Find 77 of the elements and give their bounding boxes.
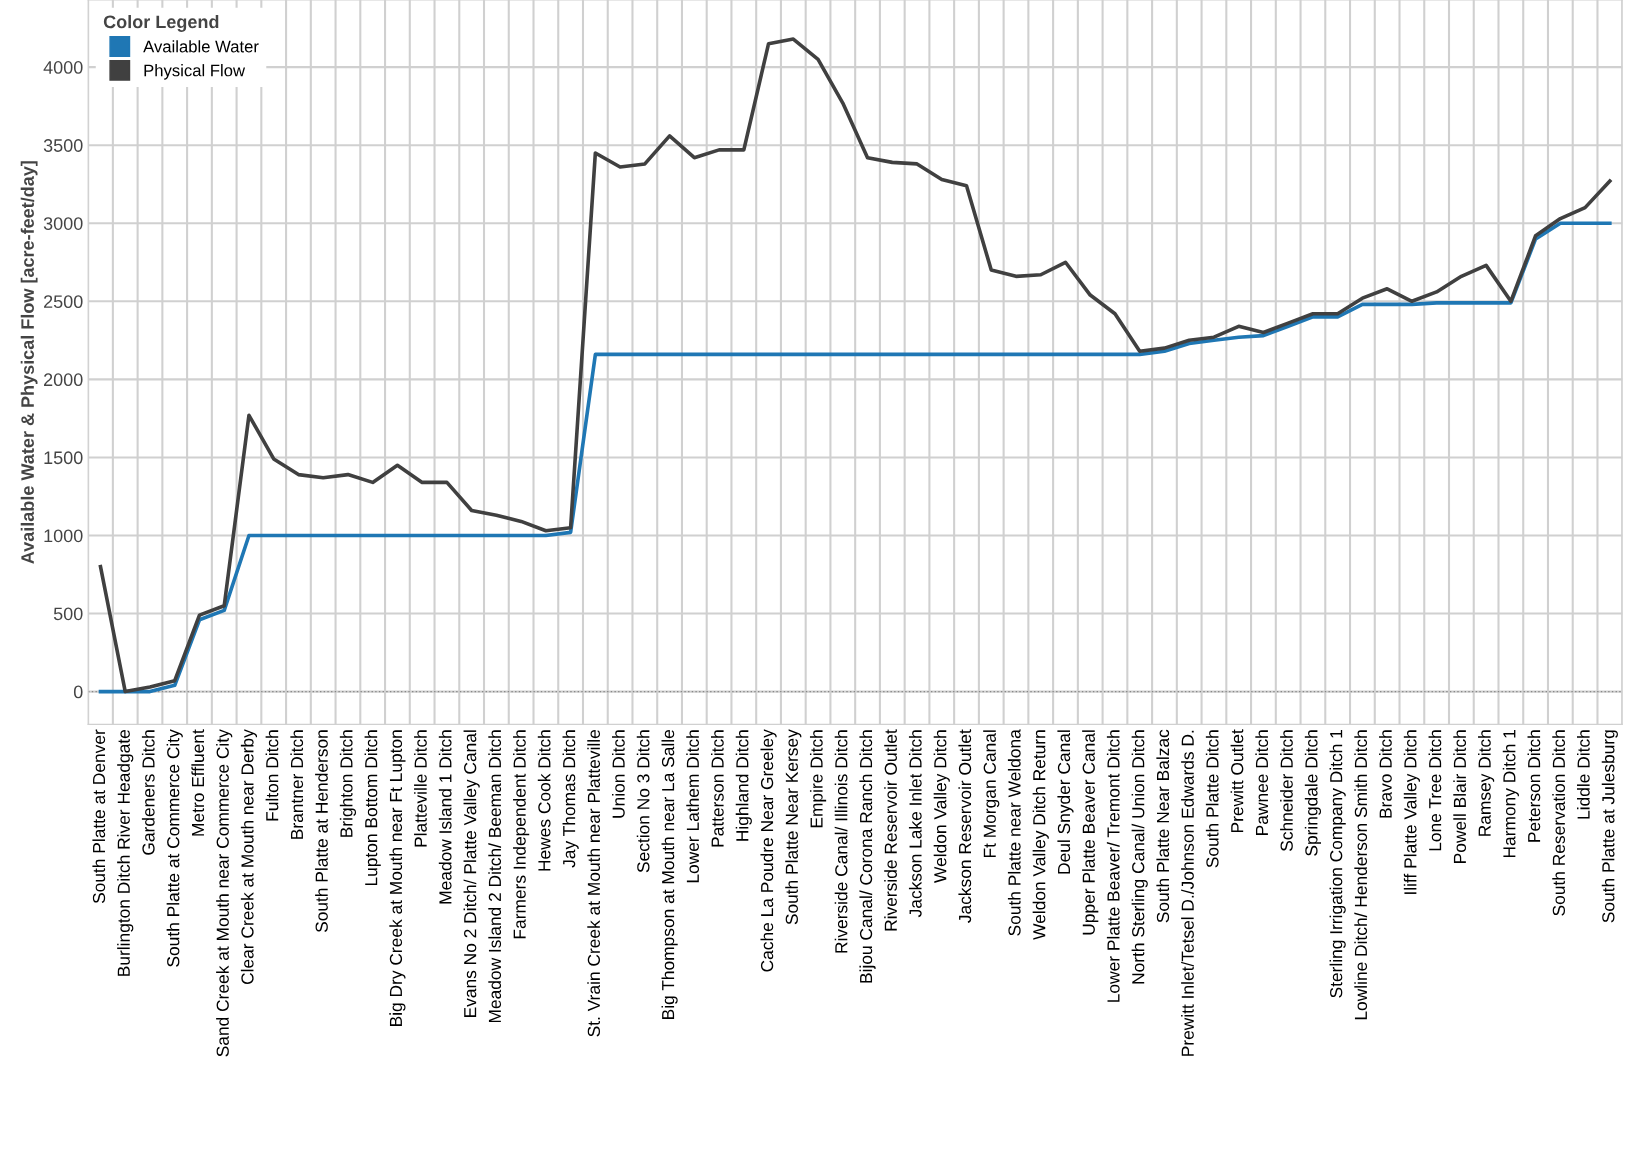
x-tick-label: Fulton Ditch (265, 730, 279, 821)
x-tick-label: Riverside Canal/ Illinois Ditch (834, 730, 848, 953)
x-tick-label: Lower Lathem Ditch (686, 730, 699, 883)
y-tick-label: 4000 (43, 61, 83, 74)
y-tick-label: 3000 (43, 217, 83, 230)
x-tick-label: South Platte Near Kersey (785, 729, 802, 925)
x-tick-label: South Platte at Julesburg (1601, 730, 1618, 923)
x-tick-label: Sand Creek at Mouth near Commerce City (216, 729, 233, 1057)
x-tick-label: South Platte at Denver (92, 729, 106, 904)
x-tick-label: Burlington Ditch River Headgate (117, 729, 134, 976)
x-tick-label: North Sterling Canal/ Union Ditch (1131, 730, 1148, 984)
y-tick-label: 0 (73, 685, 83, 699)
x-tick-label: Prewitt Outlet (1230, 729, 1244, 833)
x-tick-label: Meadow Island 2 Ditch/ Beeman Ditch (488, 730, 502, 1023)
x-tick-label: Highland Ditch (735, 730, 752, 841)
x-tick-label: Iliff Platte Valley Ditch (1403, 730, 1420, 894)
x-tick-label: South Reservation Ditch (1552, 730, 1566, 916)
x-tick-label: Lowline Ditch/ Henderson Smith Ditch (1354, 730, 1368, 1020)
x-tick-label: Cache La Poudre Near Greeley (760, 729, 777, 972)
x-tick-label: Meadow Island 1 Ditch (438, 730, 452, 904)
x-tick-label: Jackson Lake Inlet Ditch (908, 730, 922, 918)
y-tick-label: 500 (53, 607, 83, 621)
x-tick-label: Gardeners Ditch (141, 730, 155, 855)
line-series (98, 37, 1612, 694)
x-tick-label: Union Ditch (612, 730, 625, 818)
x-tick-label: Ft Morgan Canal (983, 730, 1000, 858)
x-tick-label: Farmers Independent Ditch (513, 730, 530, 939)
x-tick-label: Harmony Ditch 1 (1502, 730, 1519, 858)
x-tick-label: South Platte near Weldona (1007, 729, 1021, 936)
y-tick-label: 2500 (44, 295, 83, 309)
x-tick-label: South Platte at Henderson (315, 730, 328, 933)
line-series (98, 221, 1612, 694)
x-tick-label: Platteville Ditch (414, 730, 427, 847)
y-tick-label: 2000 (44, 373, 83, 387)
x-tick-label: Sterling Irrigation Company Ditch 1 (1329, 730, 1346, 998)
x-tick-label: South Platte at Commerce City (166, 729, 183, 967)
x-tick-label: Powell Blair Ditch (1453, 730, 1467, 863)
x-tick-label: Big Dry Creek at Mouth near Ft Lupton (389, 730, 406, 1026)
x-tick-label: Ramsey Ditch (1478, 730, 1495, 836)
x-tick-label: South Platte Ditch (1205, 730, 1219, 868)
x-tick-label: Prewitt Inlet/Tetsel D./Johnson Edwards D. (1181, 730, 1194, 1056)
x-tick-label: Upper Platte Beaver Canal (1082, 730, 1099, 935)
y-axis-title: Available Water & Physical Flow [acre-feet/day] (20, 161, 38, 564)
x-tick-label: Weldon Valley Ditch (933, 730, 950, 883)
x-tick-label: Empire Ditch (809, 730, 827, 828)
x-tick-label: Hewes Cook Ditch (537, 730, 551, 871)
x-tick-label: Weldon Valley Ditch Return (1032, 730, 1049, 940)
y-tick-label: 1500 (44, 451, 83, 465)
x-tick-label: Lower Platte Beaver/ Tremont Ditch (1106, 730, 1120, 1002)
x-tick-label: Big Thompson at Mouth near La Salle (661, 729, 678, 1019)
x-tick-label: Brantner Ditch (290, 730, 304, 839)
x-tick-label: Brighton Ditch (339, 730, 357, 837)
x-tick-label: Metro Effluent (191, 729, 205, 836)
x-tick-label: Riverside Reservoir Outlet (884, 729, 897, 931)
x-tick-label: Bijou Canal/ Corona Ranch Ditch (859, 730, 876, 983)
legend-title: Color Legend (103, 15, 219, 32)
x-tick-label: Evans No 2 Ditch/ Platte Valley Canal (463, 730, 480, 1017)
x-tick-label: Patterson Ditch (710, 730, 724, 847)
x-tick-label: Lone Tree Ditch (1428, 730, 1442, 851)
x-tick-label: Liddle Ditch (1577, 730, 1590, 819)
x-tick-label: Schneider Ditch (1280, 730, 1293, 851)
x-tick-label: Springdale Ditch (1304, 730, 1322, 856)
x-tick-label: Peterson Ditch (1527, 730, 1541, 842)
legend-label: Available Water (143, 40, 259, 53)
x-tick-label: Clear Creek at Mouth near Derby (240, 729, 258, 985)
x-tick-label: Lupton Bottom Ditch (364, 730, 381, 886)
x-tick-label: Deul Snyder Canal (1057, 730, 1074, 874)
x-tick-label: St. Vrain Creek at Mouth near Platteville (587, 729, 601, 1037)
x-tick-label: Jackson Reservoir Outlet (958, 729, 972, 923)
y-tick-label: 1000 (44, 529, 83, 543)
x-tick-label: Section No 3 Ditch (636, 730, 650, 873)
legend-label: Physical Flow (144, 64, 246, 80)
x-tick-label: Bravo Ditch (1379, 730, 1392, 818)
y-tick-label: 3500 (43, 139, 83, 152)
x-tick-label: Jay Thomas Ditch (562, 730, 579, 868)
x-tick-label: Pawnee Ditch (1255, 730, 1269, 835)
x-tick-label: South Platte Near Balzac (1156, 729, 1170, 923)
